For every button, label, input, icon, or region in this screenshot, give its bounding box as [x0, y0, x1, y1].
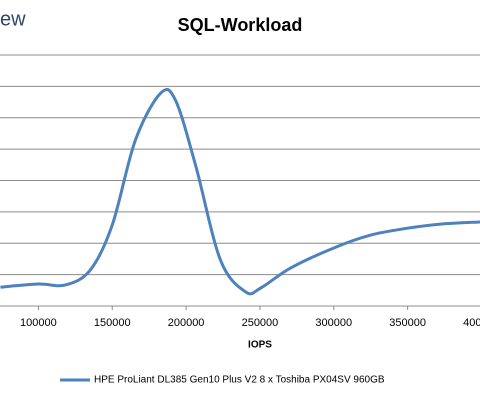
series-line: [0, 87, 480, 296]
x-tick-label: 350000: [389, 317, 426, 329]
x-tick-label: 100000: [20, 317, 57, 329]
chart-title: SQL-Workload: [178, 15, 303, 35]
legend-label: HPE ProLiant DL385 Gen10 Plus V2 8 x Tos…: [94, 375, 385, 386]
x-tick-label: 300000: [315, 317, 352, 329]
x-axis-label: IOPS: [248, 340, 272, 351]
x-tick-label: 150000: [94, 317, 131, 329]
x-tick-label: 200000: [168, 317, 205, 329]
x-tick-label: 250000: [242, 317, 279, 329]
x-tick-label: 400000: [463, 317, 480, 329]
logo: ew: [0, 8, 26, 30]
